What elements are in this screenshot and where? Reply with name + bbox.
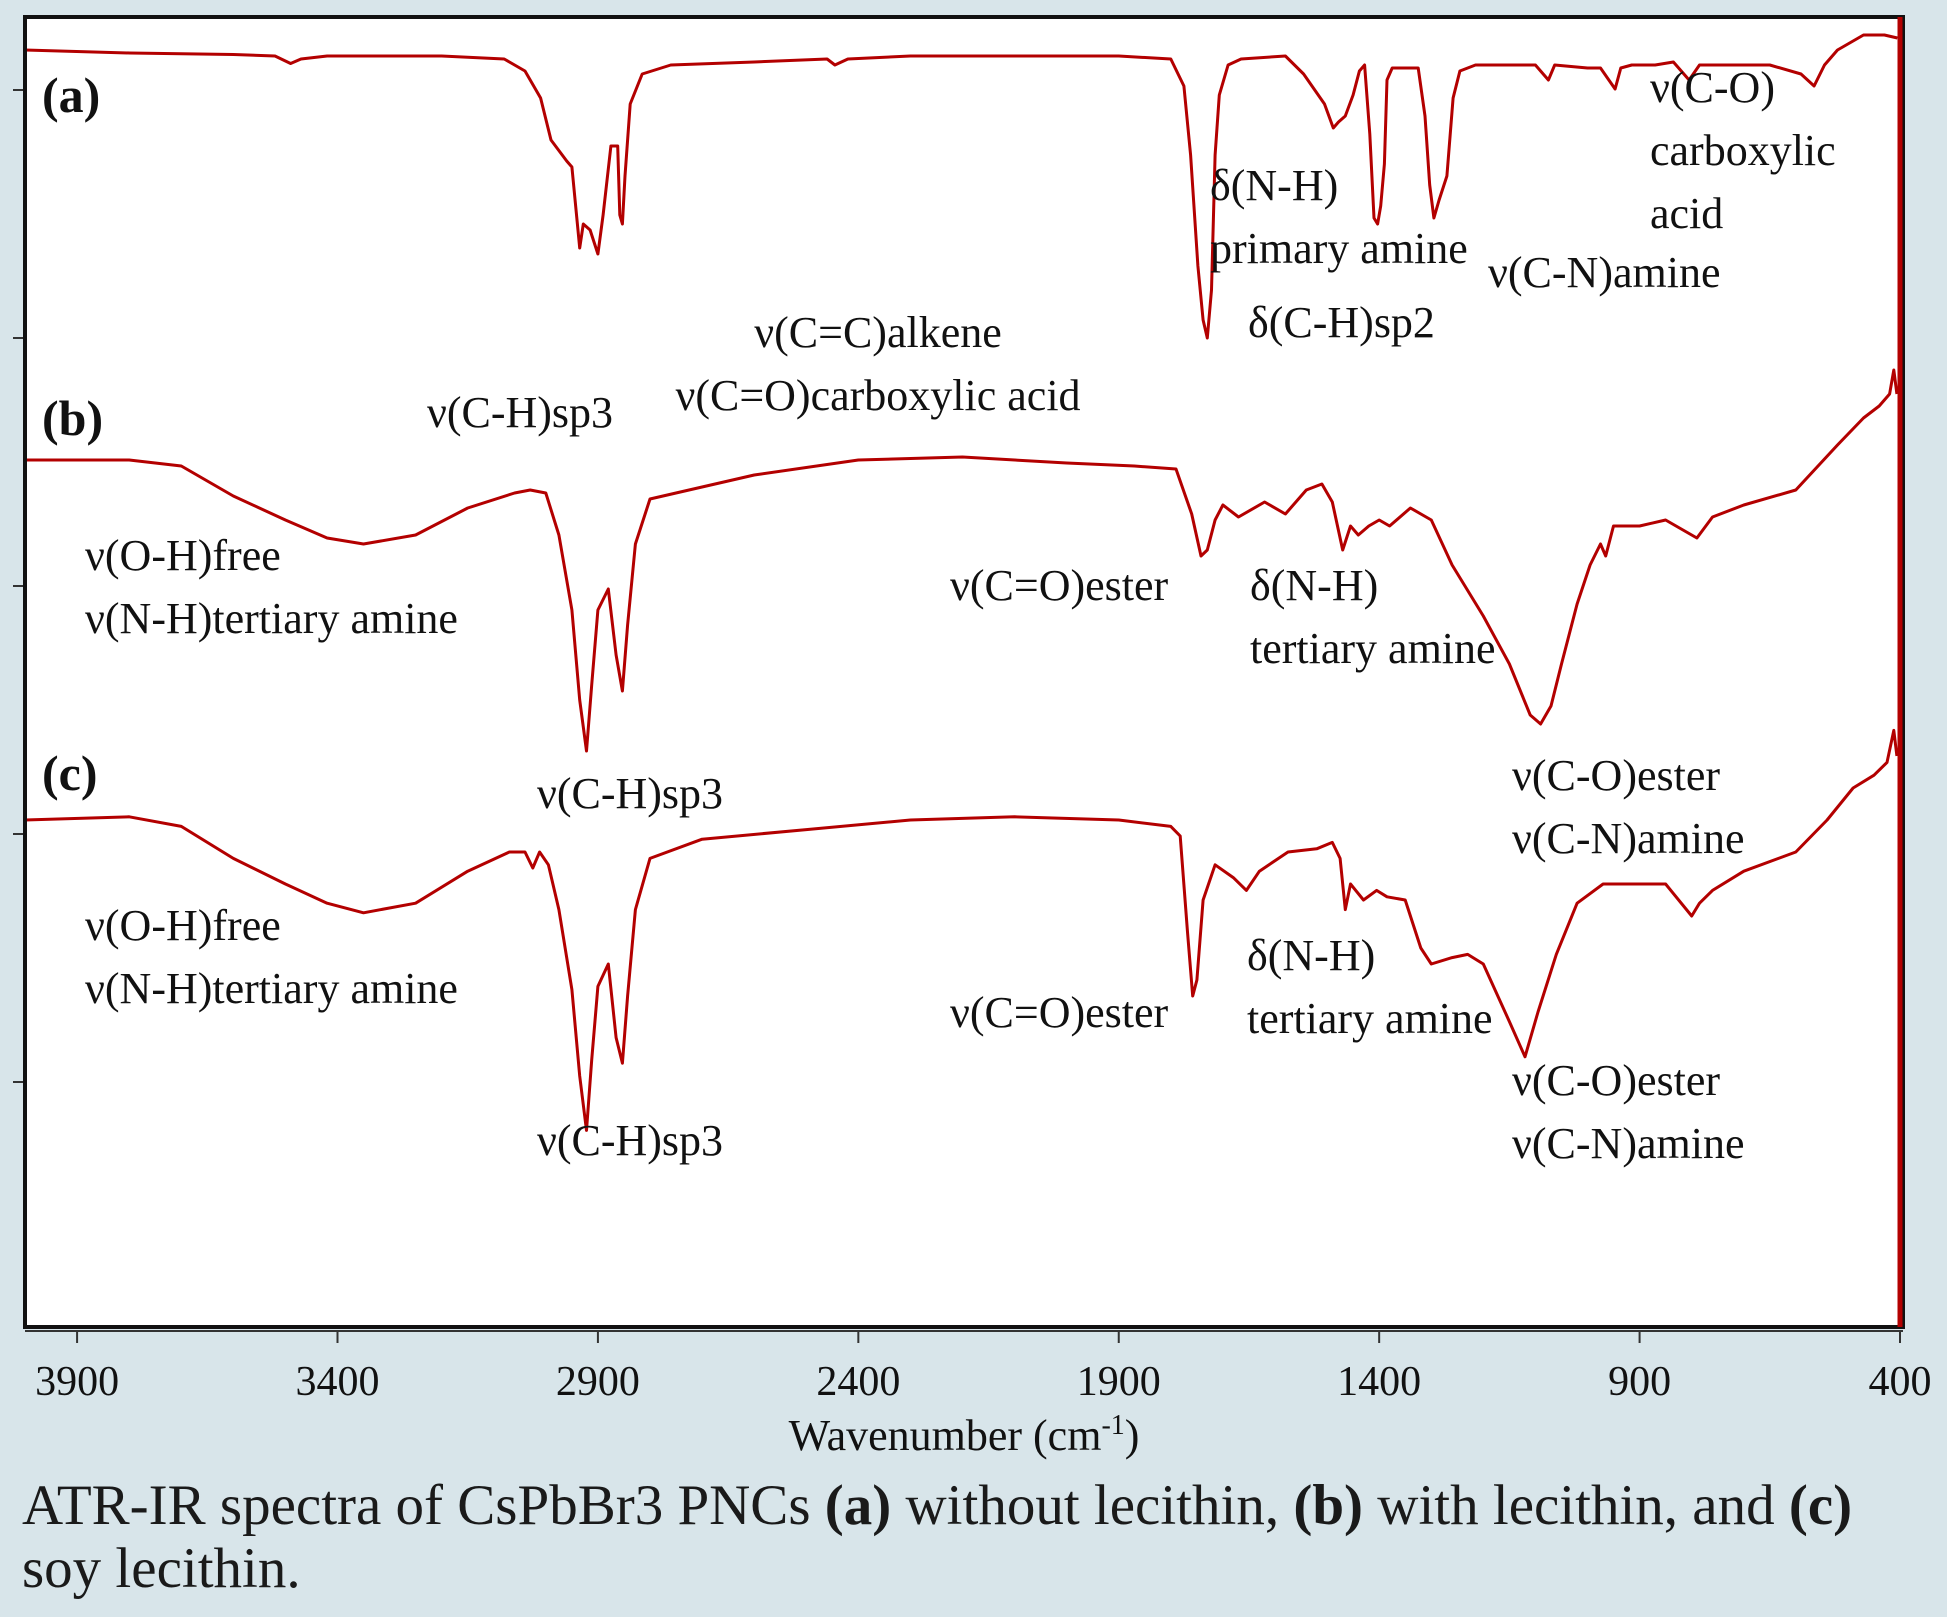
peak-annotation: primary amine (1210, 224, 1468, 273)
peak-annotation: δ(N-H) (1210, 161, 1338, 210)
caption-label-c: (c) (1788, 1474, 1853, 1537)
peak-annotation: ν(C=O)carboxylic acid (675, 371, 1080, 420)
x-tick-label: 2400 (816, 1359, 900, 1405)
peak-annotation: carboxylic (1650, 126, 1836, 175)
peak-annotation: ν(N-H)tertiary amine (85, 594, 458, 643)
peak-annotation: ν(C-N)amine (1488, 248, 1720, 297)
plot-area (25, 17, 1903, 1327)
peak-annotation: δ(N-H) (1247, 931, 1375, 980)
x-tick-label: 1400 (1337, 1359, 1421, 1405)
series-label-a: (a) (42, 67, 100, 123)
peak-annotation: ν(C-O)ester (1512, 1056, 1720, 1105)
plot-frame (23, 15, 1905, 1329)
peak-annotation: ν(C=C)alkene (754, 308, 1002, 357)
x-tick-label: 3900 (35, 1359, 119, 1405)
peak-annotation: tertiary amine (1250, 624, 1496, 673)
peak-annotation: ν(C-H)sp3 (537, 769, 723, 818)
spectrum-line-c (24, 728, 1899, 1132)
x-tick-label: 1900 (1077, 1359, 1161, 1405)
x-tick-label: 400 (1869, 1359, 1932, 1405)
peak-annotation: acid (1650, 189, 1723, 238)
spectrum-line-b (25, 368, 1899, 753)
caption-label-b: (b) (1293, 1474, 1364, 1537)
peak-annotation: ν(C-N)amine (1512, 814, 1744, 863)
peak-annotation: δ(C-H)sp2 (1248, 298, 1435, 347)
peak-annotation: δ(N-H) (1250, 561, 1378, 610)
peak-annotation: ν(N-H)tertiary amine (85, 964, 458, 1013)
peak-annotation: ν(C=O)ester (950, 561, 1169, 610)
caption-text-3: with lecithin, and (1363, 1474, 1789, 1537)
peak-annotation: ν(O-H)free (85, 901, 281, 950)
peak-annotation: ν(O-H)free (85, 531, 281, 580)
x-axis-title: Wavenumber (cm-1) (789, 1410, 1140, 1460)
series-label-b: (b) (42, 390, 103, 446)
peak-annotation: ν(C-O) (1650, 63, 1775, 112)
caption-text-1: ATR-IR spectra of CsPbBr3 PNCs (22, 1474, 825, 1537)
x-tick-label: 2900 (556, 1359, 640, 1405)
series-layer (24, 33, 1899, 1132)
annotation-layer: (a) (b) (c) ν(C-H)sp3 ν(C=C)alkene ν(C=O)carb… (42, 63, 1836, 1168)
peak-annotation: tertiary amine (1247, 994, 1493, 1043)
x-axis-ticks: 3900 3400 2900 2400 1900 1400 900 400 (35, 1331, 1932, 1405)
caption-label-a: (a) (824, 1474, 892, 1537)
peak-annotation: ν(C-H)sp3 (537, 1116, 723, 1165)
ir-spectra-chart: (a) (b) (c) ν(C-H)sp3 ν(C=C)alkene ν(C=O)carb… (13, 15, 1932, 1460)
peak-annotation: ν(C=O)ester (950, 988, 1169, 1037)
x-tick-label: 3400 (296, 1359, 380, 1405)
series-label-c: (c) (42, 745, 98, 801)
x-tick-label: 900 (1608, 1359, 1671, 1405)
spectrum-line-a (24, 33, 1898, 340)
caption-text-2: without lecithin, (891, 1474, 1294, 1537)
figure-caption: ATR-IR spectra of CsPbBr3 PNCs (a) witho… (22, 1474, 1922, 1600)
peak-annotation: ν(C-N)amine (1512, 1119, 1744, 1168)
peak-annotation: ν(C-O)ester (1512, 751, 1720, 800)
peak-annotation: ν(C-H)sp3 (427, 388, 613, 437)
caption-text-4: soy lecithin. (22, 1537, 301, 1600)
